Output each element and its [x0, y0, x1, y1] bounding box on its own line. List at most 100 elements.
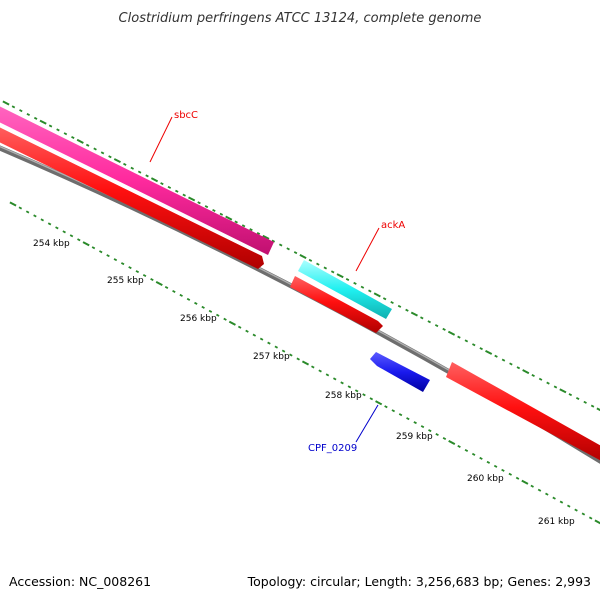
map-title: Clostridium perfringens ATCC 13124, comp…: [119, 11, 482, 26]
leader-line-ackA: [355, 227, 380, 272]
upper-track-minor-tick: [19, 109, 23, 113]
lower-track-minor-tick: [186, 297, 191, 301]
kbp-label-255: 255 kbp: [107, 276, 144, 286]
upper-track-major-tick: [2, 100, 10, 106]
genome-backbone-highlight: [0, 145, 600, 461]
lower-track-major-tick: [82, 241, 90, 247]
upper-track-minor-tick: [197, 201, 201, 205]
lower-track-minor-tick: [194, 301, 198, 305]
upper-track-minor-tick: [93, 147, 97, 151]
upper-track-major-tick: [150, 177, 159, 183]
feature-cyan-ackA[interactable]: [298, 260, 392, 319]
lower-track-minor-tick: [471, 452, 476, 456]
upper-track-minor-tick: [390, 301, 394, 305]
lower-track-minor-tick: [62, 230, 66, 234]
upper-track-minor-tick: [48, 124, 53, 128]
lower-track-major-tick: [375, 400, 383, 406]
upper-track-minor-tick: [420, 316, 424, 320]
lower-track-minor-tick: [428, 429, 432, 433]
upper-track-minor-tick: [286, 247, 290, 251]
upper-track-minor-tick: [531, 373, 535, 377]
upper-track-minor-tick: [212, 208, 216, 212]
kbp-label-260: 260 kbp: [467, 474, 504, 484]
upper-track-minor-tick: [427, 320, 431, 324]
upper-track-minor-tick: [56, 128, 60, 132]
feature-blue-CPF_0209[interactable]: [370, 352, 430, 392]
lower-track-minor-tick: [369, 397, 374, 401]
lower-track-minor-tick: [281, 349, 286, 353]
leader-line-CPF_0209: [355, 404, 379, 443]
upper-track-minor-tick: [472, 343, 476, 347]
gene-label-ackA: ackA: [381, 220, 405, 231]
lower-track-minor-tick: [223, 317, 227, 321]
feature-red-1[interactable]: [0, 125, 264, 269]
feature-red-3[interactable]: [446, 362, 600, 463]
upper-track-minor-tick: [546, 381, 550, 385]
upper-track-minor-tick: [501, 358, 506, 362]
lower-track-minor-tick: [245, 329, 249, 333]
lower-track-minor-tick: [530, 484, 534, 488]
upper-track-major-tick: [299, 254, 307, 259]
upper-track-major-tick: [373, 292, 381, 298]
upper-track-major-tick: [262, 234, 270, 240]
lower-track-minor-tick: [99, 250, 103, 254]
upper-track-minor-tick: [397, 304, 402, 308]
upper-track-minor-tick: [160, 182, 164, 186]
upper-track-minor-tick: [509, 362, 513, 366]
upper-track-major-tick: [596, 407, 600, 412]
lower-track-major-tick: [228, 320, 236, 326]
lower-track-minor-tick: [398, 413, 403, 417]
lower-track-minor-tick: [289, 353, 293, 357]
upper-track-minor-tick: [368, 289, 372, 293]
upper-track-major-tick: [485, 349, 493, 355]
upper-track-major-tick: [410, 311, 418, 317]
upper-track-minor-tick: [249, 228, 253, 232]
upper-track-minor-tick: [33, 116, 38, 120]
lower-track-minor-tick: [25, 210, 30, 214]
lower-track-minor-tick: [274, 345, 278, 349]
lower-track-minor-tick: [311, 365, 315, 369]
lower-track-minor-tick: [237, 325, 242, 329]
lower-track-minor-tick: [442, 437, 447, 441]
lower-track-minor-tick: [33, 214, 37, 218]
upper-track-minor-tick: [234, 220, 238, 224]
upper-track-minor-tick: [123, 162, 127, 166]
upper-track-major-tick: [559, 388, 567, 394]
upper-track-minor-tick: [26, 113, 31, 117]
upper-track-minor-tick: [271, 239, 276, 243]
lower-track-minor-tick: [18, 206, 23, 210]
feature-red-2[interactable]: [290, 276, 383, 333]
lower-track-minor-tick: [435, 433, 439, 437]
lower-track-minor-tick: [172, 289, 176, 293]
upper-track-minor-tick: [175, 189, 179, 193]
upper-track-minor-tick: [108, 155, 112, 159]
kbp-label-258: 258 kbp: [325, 391, 362, 401]
lower-track-minor-tick: [333, 377, 337, 381]
lower-track-minor-tick: [508, 472, 512, 476]
upper-track-minor-tick: [145, 174, 149, 178]
lower-track-minor-tick: [325, 373, 330, 377]
lower-track-minor-tick: [106, 254, 110, 258]
lower-track-minor-tick: [384, 405, 388, 409]
upper-track-minor-tick: [241, 224, 246, 228]
upper-track-major-tick: [447, 330, 456, 336]
gene-label-CPF_0209: CPF_0209: [308, 443, 357, 454]
upper-track-major-tick: [336, 273, 344, 279]
lower-track-minor-tick: [581, 512, 586, 516]
upper-track-minor-tick: [442, 327, 446, 331]
upper-track-minor-tick: [316, 262, 320, 266]
tick-track-lower: [9, 201, 600, 525]
upper-track-minor-tick: [256, 231, 261, 235]
lower-track-minor-tick: [515, 476, 520, 480]
lower-track-minor-tick: [567, 504, 571, 508]
lower-track-minor-tick: [501, 468, 505, 472]
lower-track-minor-tick: [267, 341, 271, 345]
kbp-label-256: 256 kbp: [180, 314, 217, 324]
lower-track-minor-tick: [69, 234, 74, 238]
feature-pink-sbcC[interactable]: [0, 104, 274, 255]
kbp-label-257: 257 kbp: [253, 352, 290, 362]
lower-track-minor-tick: [201, 305, 205, 309]
upper-track-minor-tick: [434, 324, 439, 328]
lower-track-minor-tick: [464, 448, 469, 452]
upper-track-minor-tick: [85, 143, 90, 147]
